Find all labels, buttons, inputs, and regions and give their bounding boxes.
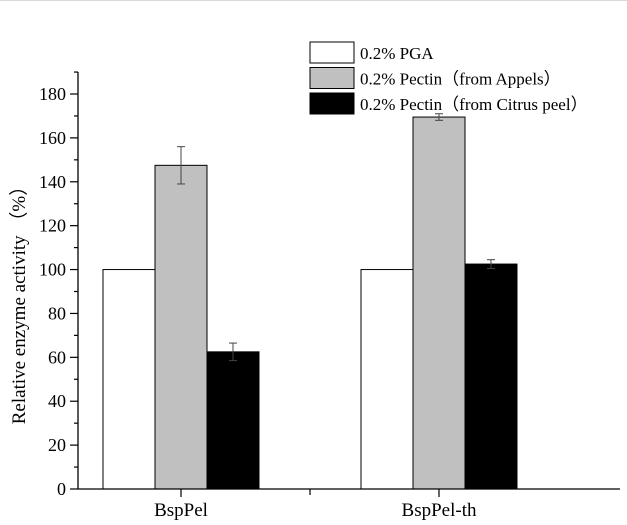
bar-bsppel-series-2 (154, 164, 208, 490)
x-ticks-layer: BspPel BspPel-th (154, 489, 477, 521)
bar-bsppel-th-series-2 (412, 116, 466, 490)
legend-label: 0.2% Pectin（from Citrus peel） (360, 95, 588, 114)
x-tick-label: BspPel-th (402, 500, 477, 521)
bar-bsppel-th-series-3 (464, 263, 518, 490)
y-tick-label: 120 (39, 216, 66, 236)
y-ticks-layer: 0 20 40 60 80 100 120 140 160 180 (39, 71, 78, 499)
legend-swatch (309, 41, 355, 64)
legend-label: 0.2% PGA (360, 44, 434, 63)
y-tick-label: 0 (57, 479, 66, 499)
axes-layer (77, 72, 620, 490)
y-tick-label: 180 (39, 84, 66, 104)
y-tick-label: 80 (48, 303, 66, 323)
y-axis-label: Relative enzyme activity （%） (8, 177, 30, 424)
x-tick-label: BspPel (154, 500, 208, 521)
y-tick-label: 160 (39, 128, 66, 148)
error-bars-layer (177, 113, 495, 362)
bar-bsppel-th-series-1 (360, 269, 414, 490)
y-tick-label: 100 (39, 260, 66, 280)
bars-layer (102, 116, 518, 490)
legend-swatch (309, 67, 355, 89)
bar-bsppel-series-1 (102, 269, 156, 490)
bar-bsppel-series-3 (206, 351, 260, 490)
top-divider (0, 0, 627, 1)
y-tick-label: 20 (48, 435, 66, 455)
legend-label: 0.2% Pectin（from Appels） (360, 70, 561, 89)
y-tick-label: 60 (48, 347, 66, 367)
y-tick-label: 140 (39, 172, 66, 192)
legend: 0.2% PGA 0.2% Pectin（from Appels） 0.2% Pec… (309, 41, 588, 115)
legend-swatch (309, 92, 355, 115)
y-tick-label: 40 (48, 391, 66, 411)
